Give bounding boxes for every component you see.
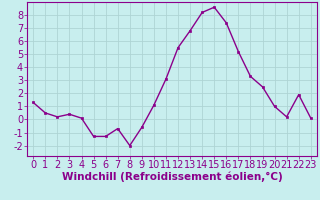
X-axis label: Windchill (Refroidissement éolien,°C): Windchill (Refroidissement éolien,°C): [62, 172, 282, 182]
